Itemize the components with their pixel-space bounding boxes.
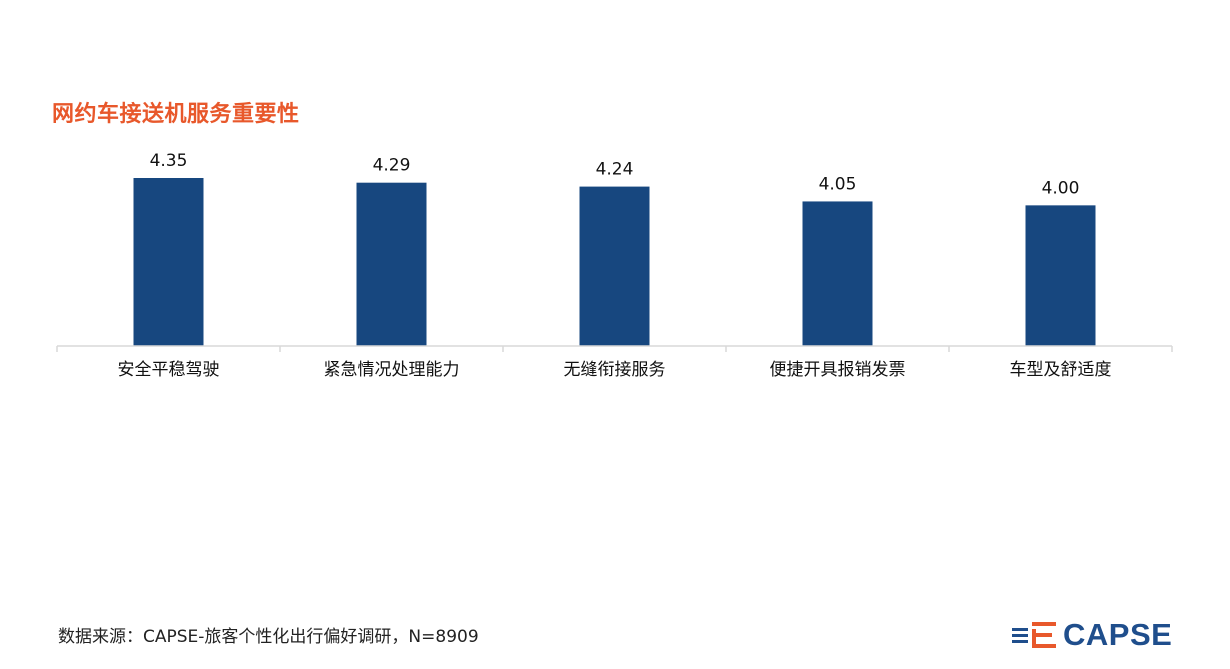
- bar-value-label: 4.24: [596, 160, 634, 180]
- chart-title: 网约车接送机服务重要性: [52, 102, 300, 127]
- x-axis-ticks: [56, 346, 1173, 352]
- value-labels-group: 4.35 4.29 4.24 4.05 4.00: [150, 151, 1080, 198]
- x-axis-category-label: 便捷开具报销发票: [770, 360, 906, 380]
- x-axis-category-label: 紧急情况处理能力: [324, 360, 460, 380]
- data-source-note: 数据来源：CAPSE-旅客个性化出行偏好调研，N=8909: [58, 627, 479, 647]
- bar: [802, 201, 873, 346]
- capse-logo-text: CAPSE: [1063, 617, 1173, 652]
- bar: [579, 186, 650, 346]
- x-axis-category-label: 无缝衔接服务: [564, 360, 666, 380]
- bars-group: [133, 178, 1096, 346]
- capse-logo-icon: [1012, 622, 1056, 648]
- bar: [1025, 205, 1096, 346]
- x-axis-category-label: 安全平稳驾驶: [118, 360, 220, 380]
- category-labels-group: 安全平稳驾驶 紧急情况处理能力 无缝衔接服务 便捷开具报销发票 车型及舒适度: [118, 360, 1112, 380]
- capse-logo: CAPSE: [1010, 618, 1172, 652]
- bar-value-label: 4.35: [150, 151, 188, 171]
- bar: [356, 182, 427, 346]
- x-axis-category-label: 车型及舒适度: [1010, 360, 1112, 380]
- bar-value-label: 4.00: [1042, 178, 1080, 198]
- bar: [133, 178, 204, 346]
- bar-value-label: 4.05: [819, 174, 857, 194]
- bar-value-label: 4.29: [373, 156, 411, 176]
